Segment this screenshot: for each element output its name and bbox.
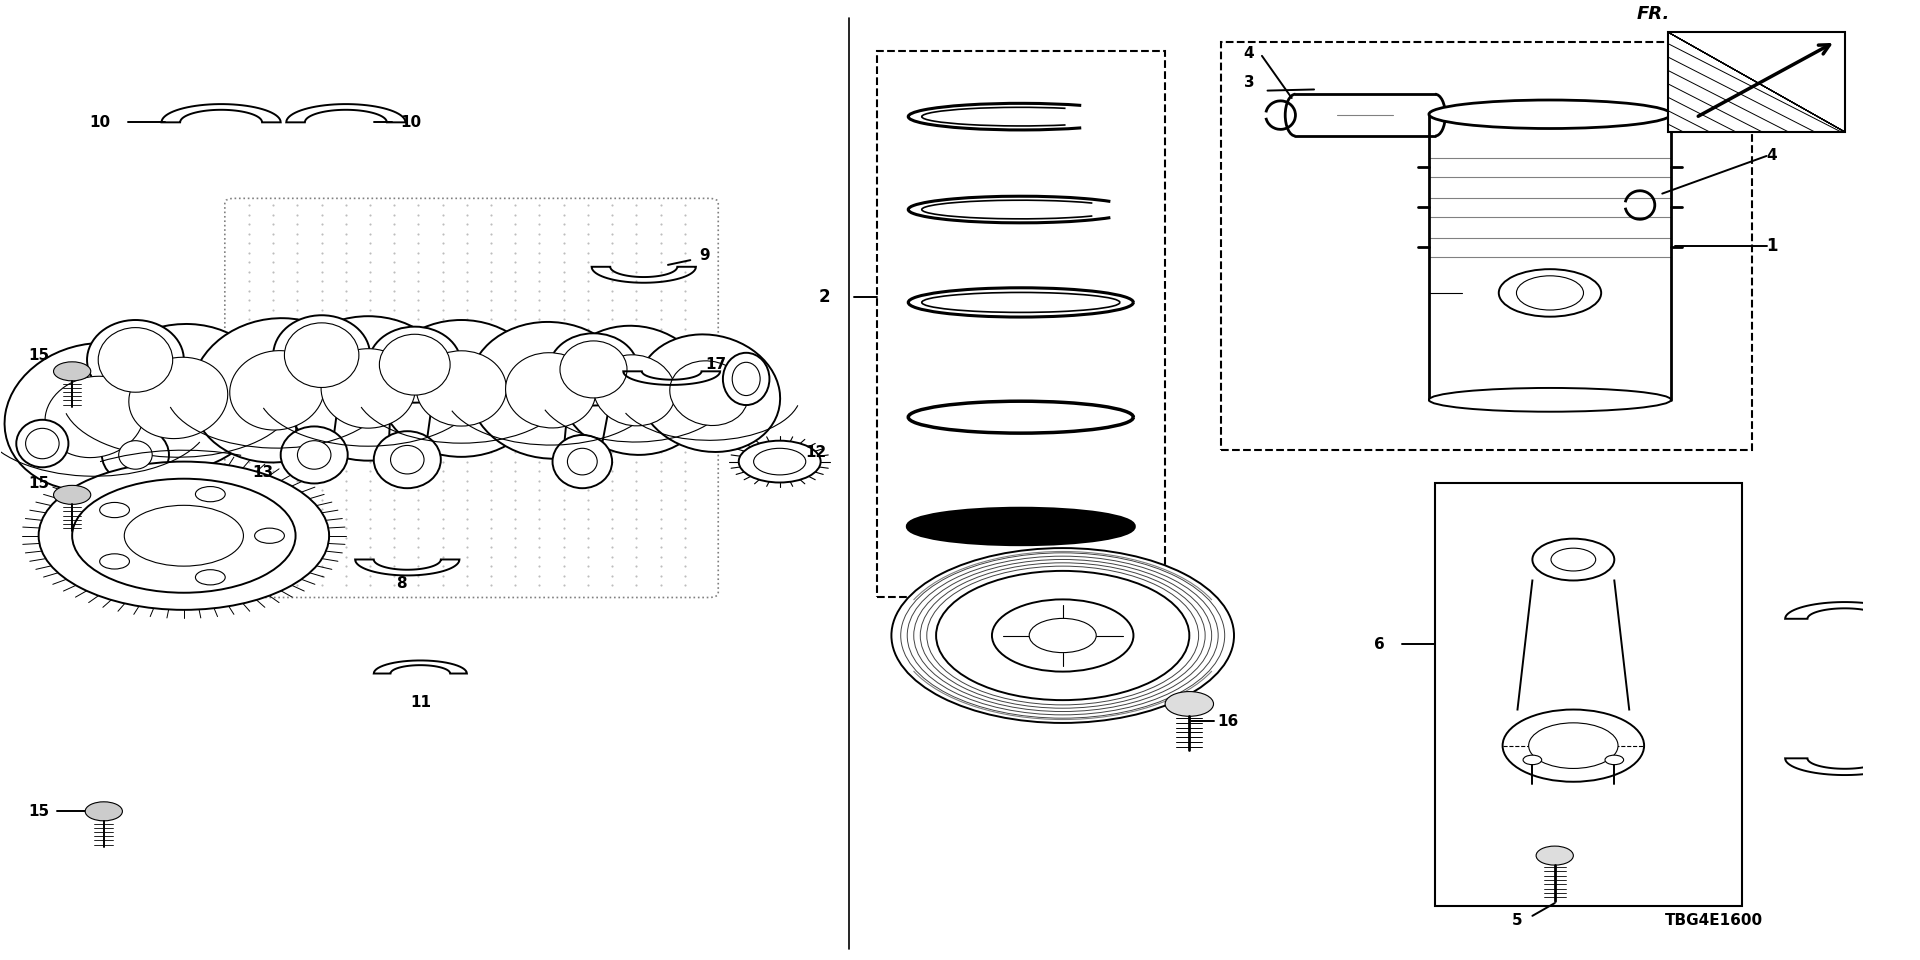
Ellipse shape: [282, 316, 453, 461]
Ellipse shape: [321, 348, 415, 428]
Circle shape: [1165, 691, 1213, 716]
Ellipse shape: [549, 333, 637, 405]
Text: TBG4E1600: TBG4E1600: [1665, 913, 1763, 928]
Circle shape: [125, 505, 244, 566]
Circle shape: [739, 441, 820, 483]
Text: 10: 10: [401, 115, 422, 130]
Text: 1: 1: [1766, 237, 1778, 254]
Circle shape: [54, 362, 90, 381]
Ellipse shape: [15, 420, 69, 468]
Circle shape: [1029, 618, 1096, 653]
Ellipse shape: [88, 324, 269, 472]
Ellipse shape: [553, 435, 612, 489]
Ellipse shape: [192, 318, 363, 463]
Circle shape: [100, 554, 129, 569]
Text: 2: 2: [818, 288, 829, 306]
Circle shape: [1551, 548, 1596, 571]
Ellipse shape: [25, 428, 60, 459]
Ellipse shape: [593, 355, 676, 426]
Ellipse shape: [86, 320, 184, 399]
Text: 4: 4: [1766, 149, 1778, 163]
Circle shape: [1517, 276, 1584, 310]
Ellipse shape: [119, 441, 152, 469]
Ellipse shape: [44, 376, 144, 458]
Text: FR.: FR.: [1636, 5, 1670, 22]
Circle shape: [255, 528, 284, 543]
Ellipse shape: [298, 441, 330, 469]
Ellipse shape: [4, 343, 184, 491]
Text: 6: 6: [1375, 636, 1384, 652]
Ellipse shape: [1428, 388, 1670, 412]
Circle shape: [755, 448, 806, 475]
Ellipse shape: [280, 426, 348, 484]
Ellipse shape: [670, 361, 749, 425]
Ellipse shape: [637, 334, 780, 452]
Circle shape: [1605, 756, 1624, 765]
Text: 17: 17: [705, 357, 726, 372]
Ellipse shape: [273, 315, 371, 396]
Text: 8: 8: [396, 576, 407, 590]
Ellipse shape: [369, 326, 461, 402]
Ellipse shape: [908, 509, 1133, 543]
Ellipse shape: [380, 320, 543, 457]
Bar: [877, 51, 1165, 597]
Ellipse shape: [102, 426, 169, 484]
Ellipse shape: [561, 325, 708, 455]
Text: 14: 14: [1029, 516, 1050, 532]
Ellipse shape: [568, 448, 597, 475]
Circle shape: [196, 569, 225, 585]
Circle shape: [84, 802, 123, 821]
Text: 15: 15: [29, 804, 50, 819]
Ellipse shape: [284, 323, 359, 388]
Circle shape: [54, 486, 90, 504]
Bar: [1221, 41, 1751, 450]
Circle shape: [891, 548, 1235, 723]
Ellipse shape: [374, 431, 442, 489]
Text: 9: 9: [699, 248, 710, 263]
Ellipse shape: [129, 357, 228, 439]
Text: 3: 3: [1244, 75, 1254, 90]
Ellipse shape: [505, 352, 595, 428]
Text: 11: 11: [409, 694, 430, 709]
Circle shape: [38, 462, 328, 610]
Circle shape: [1528, 723, 1619, 768]
Bar: [1668, 32, 1845, 132]
Ellipse shape: [724, 352, 770, 405]
Bar: [1434, 484, 1741, 906]
Ellipse shape: [732, 362, 760, 396]
Text: 10: 10: [90, 115, 111, 130]
Text: 13: 13: [253, 465, 275, 480]
Circle shape: [993, 599, 1133, 672]
Ellipse shape: [1428, 100, 1670, 129]
Ellipse shape: [561, 341, 628, 398]
Circle shape: [1523, 756, 1542, 765]
Ellipse shape: [230, 350, 324, 430]
Circle shape: [100, 502, 129, 517]
Text: 16: 16: [1217, 713, 1238, 729]
Text: 5: 5: [1513, 913, 1523, 928]
Circle shape: [937, 571, 1188, 700]
Circle shape: [196, 487, 225, 502]
Ellipse shape: [417, 350, 507, 426]
Circle shape: [73, 479, 296, 592]
Ellipse shape: [468, 322, 634, 459]
Ellipse shape: [98, 327, 173, 393]
Circle shape: [1536, 846, 1572, 865]
Text: 4: 4: [1244, 46, 1254, 61]
Circle shape: [1503, 709, 1644, 781]
Ellipse shape: [390, 445, 424, 474]
Text: 15: 15: [29, 348, 50, 363]
Ellipse shape: [380, 334, 449, 396]
Text: 15: 15: [29, 476, 50, 491]
Ellipse shape: [1500, 269, 1601, 317]
Text: 12: 12: [806, 444, 828, 460]
Circle shape: [1532, 539, 1615, 581]
